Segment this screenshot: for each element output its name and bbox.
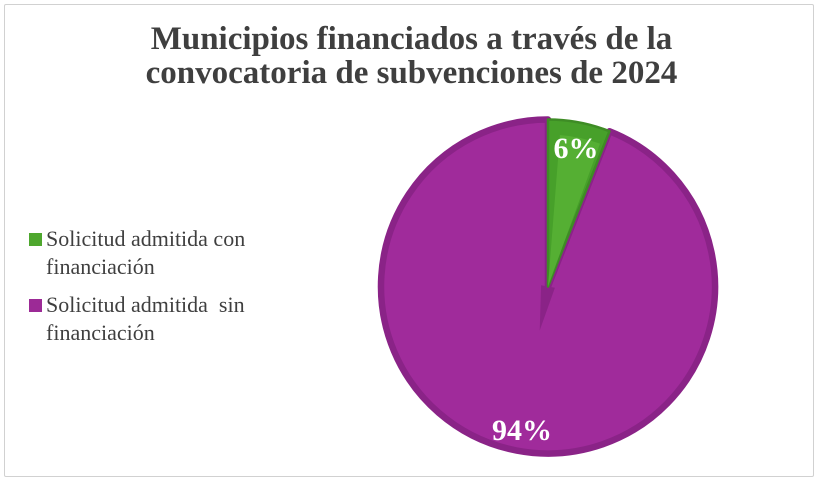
data-label-purple: 94% <box>492 414 552 447</box>
data-label-green: 6% <box>554 132 599 165</box>
legend-swatch-green-icon <box>29 233 42 246</box>
legend-item-con-financiacion: Solicitud admitida con financiación <box>29 225 324 281</box>
chart-title-line-1: Municipios financiados a través de la <box>150 21 673 57</box>
legend-swatch-purple-icon <box>29 299 42 312</box>
legend: Solicitud admitida con financiación Soli… <box>29 225 324 357</box>
legend-label-con-financiacion: Solicitud admitida con financiación <box>46 226 251 279</box>
pie-center-shadow <box>539 285 555 331</box>
legend-item-sin-financiacion: Solicitud admitida sin financiación <box>29 291 324 347</box>
chart-title-line-2: convocatoria de subvenciones de 2024 <box>145 55 678 91</box>
pie-slice-green-highlight <box>548 134 600 287</box>
chart-title: Municipios financiados a través de la co… <box>0 22 823 90</box>
legend-label-sin-financiacion: Solicitud admitida sin financiación <box>46 292 251 345</box>
chart-frame-border <box>4 4 814 477</box>
